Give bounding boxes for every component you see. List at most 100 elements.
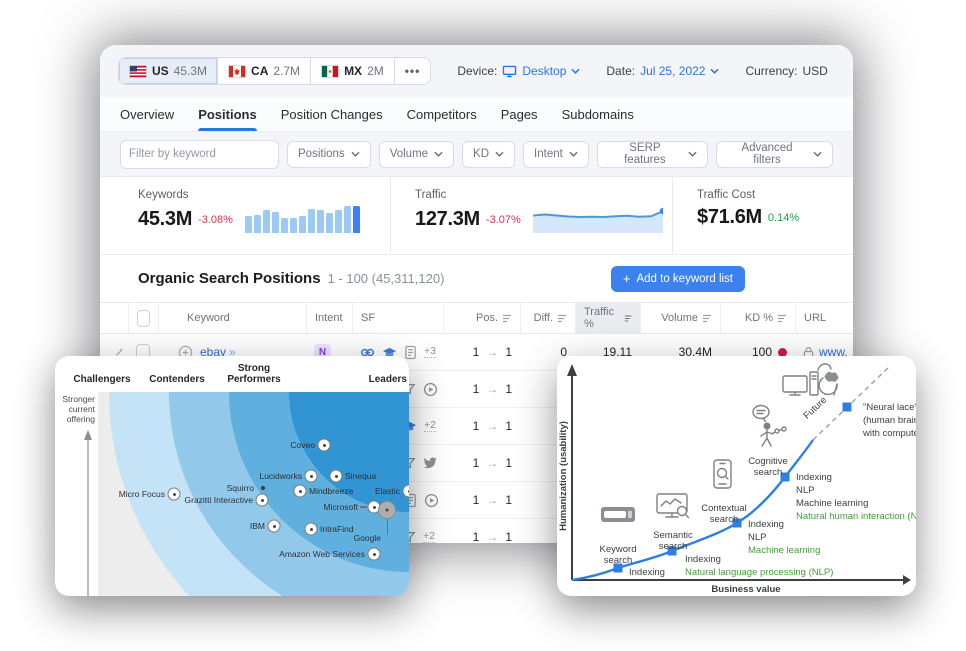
vendor-dot-ibm — [267, 519, 281, 533]
contextual-search-icon — [713, 459, 732, 489]
expand-chevron-icon[interactable] — [115, 348, 123, 356]
keyword-filter-input[interactable] — [121, 148, 279, 160]
tab-overview[interactable]: Overview — [120, 106, 175, 122]
maturity-label: with computer — [862, 428, 916, 439]
vendor-label: IntraFind — [320, 524, 354, 534]
summary-stats: Keywords 45.3M -3.08% Traffic 127.3M -3.… — [100, 177, 853, 255]
vendor-label: Micro Focus — [118, 489, 165, 499]
add-to-keyword-list-button[interactable]: + Add to keyword list — [610, 265, 745, 292]
country-value: 2M — [367, 64, 384, 78]
vendor-label: Squirro — [226, 483, 254, 493]
keyword-expand-icon[interactable]: » — [229, 345, 236, 359]
seo-dashboard-panel: US 45.3M CA 2.7M MX 2M ••• Device: — [100, 45, 853, 543]
cognitive-search-icon — [752, 404, 787, 447]
filter-advanced[interactable]: Advanced filters — [715, 140, 833, 168]
quadrant-label-contenders: Contenders — [149, 374, 205, 385]
col-intent[interactable]: Intent — [306, 303, 352, 333]
col-pos[interactable]: Pos. — [443, 303, 520, 333]
device-selector-group: Device: Desktop — [457, 64, 580, 78]
vendor-label: Mindbreeze — [309, 486, 354, 496]
sort-icon — [624, 315, 632, 321]
spark-bar — [280, 217, 288, 233]
more-countries-button[interactable]: ••• — [394, 58, 431, 84]
currency-label: Currency: — [745, 64, 798, 78]
spark-bar — [298, 216, 306, 233]
maturity-label: Natural language processing (NLP) — [685, 567, 833, 578]
stat-value: 45.3M — [138, 208, 193, 230]
vendor-dot-micro-focus — [167, 487, 181, 501]
select-all-cell — [128, 303, 158, 333]
filter-positions[interactable]: Positions — [287, 140, 371, 168]
y-axis-label: Stronger current offering — [62, 394, 95, 424]
keyword-search-icon — [601, 507, 635, 522]
position-cell: 1 → 1 — [472, 345, 512, 359]
play-icon — [424, 493, 439, 508]
quadrant-label-challengers: Challengers — [73, 374, 131, 385]
table-header: Keyword Intent SF Pos. Diff. Traffic % V… — [100, 302, 853, 334]
table-row[interactable]: ebay » N +3 1 → 1 0 19.11 30.4M — [100, 334, 853, 371]
col-traffic-pct[interactable]: Traffic % — [575, 303, 640, 333]
position-cell: 1 → 1 — [472, 456, 512, 470]
tab-pages[interactable]: Pages — [500, 106, 538, 122]
col-sf[interactable]: SF — [352, 303, 443, 333]
filter-kd[interactable]: KD — [462, 140, 516, 168]
spark-bar — [271, 211, 279, 233]
vendor-label: Coveo — [290, 440, 315, 450]
report-tabs: Overview Positions Position Changes Comp… — [100, 97, 853, 132]
traffic-pct-cell: 19.11 — [602, 345, 632, 359]
spark-bar — [307, 208, 315, 233]
spark-bar — [352, 206, 360, 233]
spark-bar — [244, 216, 252, 233]
knowledge-panel-icon — [382, 345, 397, 360]
future-label: Future — [801, 395, 829, 422]
vendor-dot-amazon-web-services — [367, 547, 381, 561]
filter-volume[interactable]: Volume — [378, 140, 455, 168]
position-cell: 1 → 1 — [472, 530, 512, 543]
filter-serp-features[interactable]: SERP features — [596, 140, 708, 168]
device-select[interactable]: Desktop — [522, 64, 567, 78]
sf-more-link[interactable]: +3 — [424, 345, 436, 358]
country-tab-us[interactable]: US 45.3M — [119, 58, 219, 84]
col-keyword[interactable]: Keyword — [158, 303, 306, 333]
device-label: Device: — [457, 64, 498, 78]
select-all-checkbox[interactable] — [137, 309, 150, 327]
chevron-down-icon — [688, 151, 697, 157]
vendor-label: Amazon Web Services — [279, 549, 365, 559]
vendor-dot-intrafind — [304, 522, 318, 536]
country-tab-mx[interactable]: MX 2M — [311, 58, 395, 84]
col-url[interactable]: URL — [795, 303, 853, 333]
us-flag-icon — [129, 64, 147, 78]
arrow-right-icon: → — [486, 419, 499, 433]
maturity-label: Indexing — [685, 554, 721, 565]
vendor-dot-mindbreeze — [293, 484, 307, 498]
twitter-icon — [423, 456, 438, 470]
maturity-label: Contextual — [701, 503, 746, 514]
url-link[interactable]: www. — [819, 345, 848, 359]
tab-positions[interactable]: Positions — [198, 97, 257, 131]
maturity-label: search — [604, 555, 633, 566]
date-select[interactable]: Jul 25, 2022 — [640, 64, 706, 78]
stage-marker — [732, 518, 742, 528]
stat-change: -3.08% — [198, 213, 233, 226]
tab-position-changes[interactable]: Position Changes — [280, 106, 383, 122]
country-tab-ca[interactable]: CA 2.7M — [218, 58, 312, 84]
keyword-link[interactable]: ebay — [200, 345, 227, 359]
col-volume[interactable]: Volume — [640, 303, 720, 333]
filter-intent[interactable]: Intent — [523, 140, 589, 168]
vendor-dot-elastic — [402, 484, 409, 498]
tab-subdomains[interactable]: Subdomains — [561, 106, 634, 122]
semantic-search-icon — [656, 493, 690, 519]
chevron-down-icon[interactable] — [571, 68, 580, 74]
chevron-down-icon[interactable] — [710, 68, 720, 74]
sf-more-link[interactable]: +2 — [424, 419, 436, 432]
chevron-down-icon — [351, 151, 360, 157]
maturity-label: Machine learning — [796, 498, 868, 509]
col-diff[interactable]: Diff. — [520, 303, 575, 333]
spark-bar — [289, 217, 297, 233]
tab-competitors[interactable]: Competitors — [406, 106, 477, 122]
stage-marker — [842, 402, 852, 412]
sf-more-link[interactable]: +2 — [423, 530, 435, 543]
vendor-connector-line — [386, 519, 388, 535]
col-kd[interactable]: KD % — [720, 303, 795, 333]
sf-cell: +3 — [352, 334, 443, 370]
